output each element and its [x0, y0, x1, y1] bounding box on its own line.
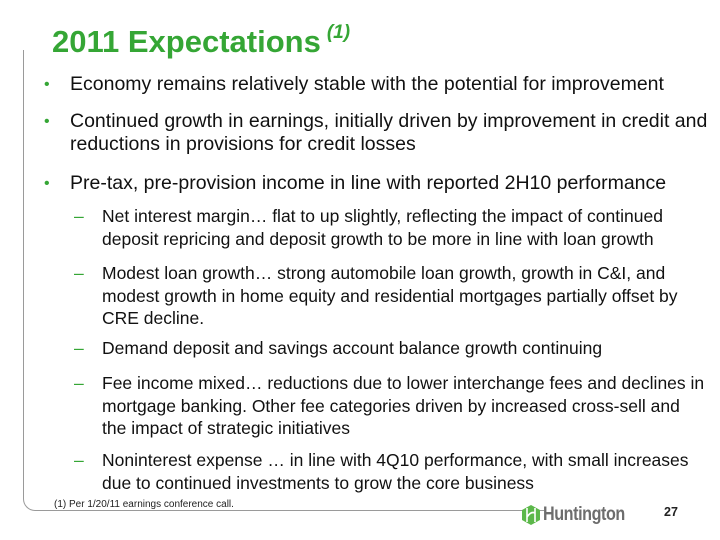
bullet-text: Pre-tax, pre-provision income in line wi…	[70, 172, 667, 194]
title-footnote-ref: (1)	[326, 22, 351, 43]
dash-marker: –	[74, 338, 84, 358]
title-text: 2011 Expectations	[52, 24, 321, 59]
bullet-text: Continued growth in earnings, initially …	[70, 110, 708, 155]
footnote: (1) Per 1/20/11 earnings conference call…	[54, 499, 234, 510]
bullet-marker: •	[44, 76, 50, 93]
dash-marker: –	[74, 206, 84, 226]
sub-bullet-item: – Noninterest expense … in line with 4Q10…	[74, 449, 707, 494]
sub-bullet-item: – Demand deposit and savings account bala…	[74, 337, 707, 360]
logo-text: Huntington	[543, 504, 625, 525]
sub-bullet-text: Noninterest expense … in line with 4Q10 …	[102, 450, 689, 493]
bullet-text: Economy remains relatively stable with t…	[70, 73, 664, 95]
page-title: 2011 Expectations (1)	[52, 22, 350, 60]
dash-marker: –	[74, 373, 84, 393]
sub-bullet-text: Fee income mixed… reductions due to lowe…	[102, 373, 705, 438]
dash-marker: –	[74, 450, 84, 470]
bullet-marker: •	[44, 113, 50, 130]
sub-bullet-item: – Fee income mixed… reductions due to low…	[74, 372, 707, 440]
bullet-marker: •	[44, 175, 50, 192]
sub-bullet-item: – Net interest margin… flat to up slightl…	[74, 205, 707, 250]
sub-bullet-item: – Modest loan growth… strong automobile l…	[74, 262, 707, 330]
bullet-item: • Economy remains relatively stable with …	[44, 73, 710, 96]
huntington-logo: Huntington	[522, 504, 639, 526]
huntington-hex-logo-icon	[522, 505, 540, 525]
sub-bullet-text: Net interest margin… flat to up slightly…	[102, 206, 663, 249]
bullet-item: • Continued growth in earnings, initially…	[44, 110, 710, 156]
dash-marker: –	[74, 263, 84, 283]
sub-bullet-text: Demand deposit and savings account balan…	[102, 338, 603, 358]
sub-bullet-text: Modest loan growth… strong automobile lo…	[102, 263, 678, 328]
page-number: 27	[664, 505, 678, 519]
bullet-item: • Pre-tax, pre-provision income in line w…	[44, 172, 710, 195]
slide-frame	[23, 50, 544, 511]
